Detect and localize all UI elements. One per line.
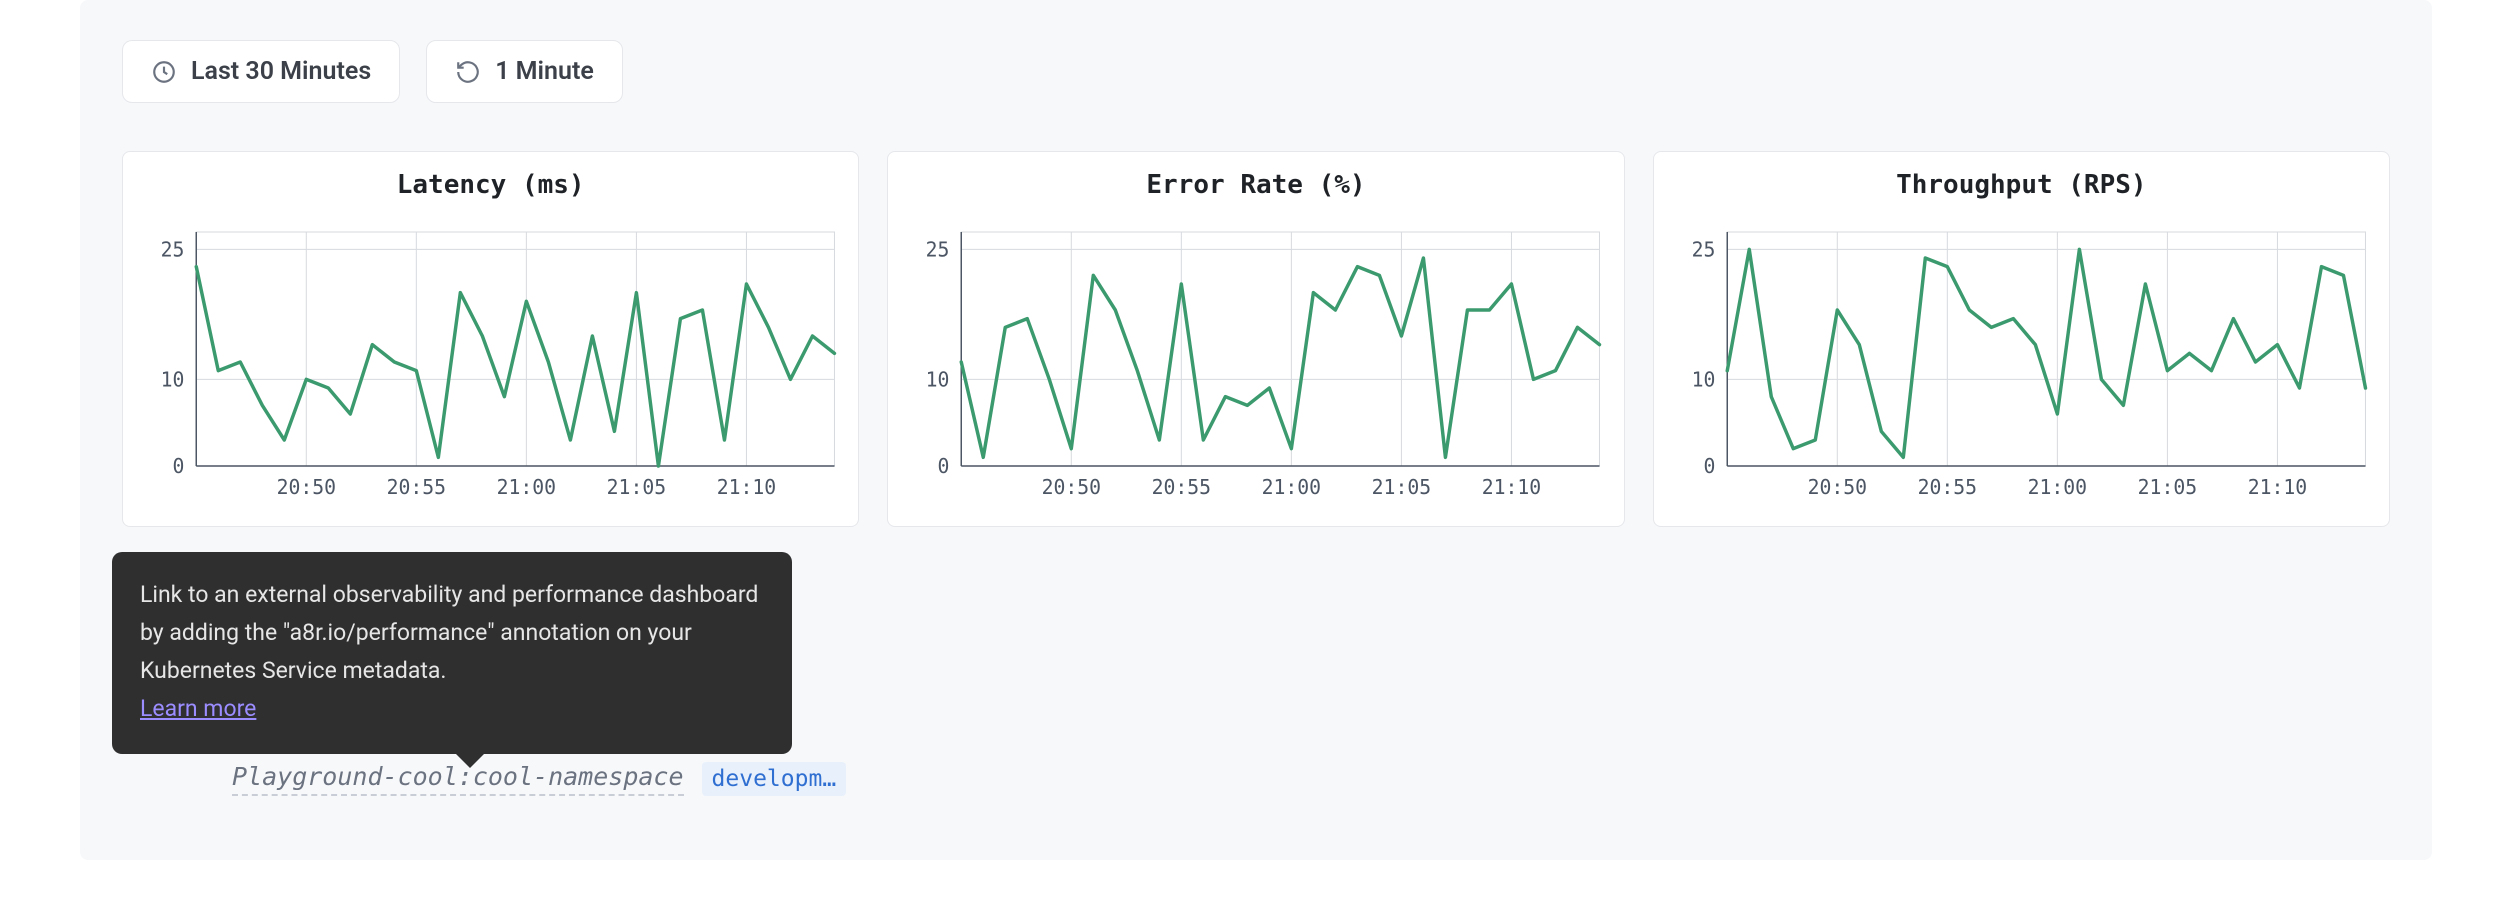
performance-tooltip: Link to an external observability and pe… [112,552,792,754]
svg-text:10: 10 [1691,368,1715,391]
svg-text:20:50: 20:50 [1042,476,1101,499]
svg-text:0: 0 [938,455,950,478]
chart-area: 0 10 25 20:50 20:55 21:00 21:05 21:10 [900,226,1611,506]
svg-text:21:10: 21:10 [1482,476,1541,499]
svg-text:20:50: 20:50 [1807,476,1866,499]
chart-row: Latency (ms) 0 10 25 20:50 20:55 21:00 21:05 21:… [122,151,2390,527]
time-controls: Last 30 Minutes 1 Minute [122,40,2390,103]
chart-area: 0 10 25 20:50 20:55 21:00 21:05 21:10 [1666,226,2377,506]
svg-text:21:10: 21:10 [717,476,776,499]
svg-text:21:05: 21:05 [2137,476,2196,499]
svg-text:10: 10 [926,368,950,391]
svg-text:0: 0 [173,455,185,478]
chart-title: Latency (ms) [135,170,846,200]
refresh-interval-label: 1 Minute [495,57,594,86]
svg-text:20:55: 20:55 [387,476,446,499]
svg-text:21:05: 21:05 [607,476,666,499]
refresh-interval-selector[interactable]: 1 Minute [426,40,623,103]
svg-text:25: 25 [926,238,950,261]
svg-text:21:05: 21:05 [1372,476,1431,499]
svg-text:10: 10 [161,368,185,391]
service-row: Playground-cool:cool-namespace developm… [232,762,846,796]
svg-text:0: 0 [1703,455,1715,478]
svg-text:21:00: 21:00 [497,476,556,499]
svg-text:21:00: 21:00 [1262,476,1321,499]
svg-text:25: 25 [161,238,185,261]
svg-text:20:55: 20:55 [1152,476,1211,499]
tooltip-learn-more-link[interactable]: Learn more [140,695,256,722]
svg-text:21:00: 21:00 [2027,476,2086,499]
time-range-selector[interactable]: Last 30 Minutes [122,40,400,103]
clock-icon [151,59,177,85]
refresh-icon [455,59,481,85]
chart-card-latency: Latency (ms) 0 10 25 20:50 20:55 21:00 21:05 21:… [122,151,859,527]
chart-title: Error Rate (%) [900,170,1611,200]
svg-text:25: 25 [1691,238,1715,261]
time-range-label: Last 30 Minutes [191,57,371,86]
svg-text:20:55: 20:55 [1917,476,1976,499]
chart-title: Throughput (RPS) [1666,170,2377,200]
svg-text:20:50: 20:50 [277,476,336,499]
tooltip-text: Link to an external observability and pe… [140,581,758,684]
dashboard-panel: Last 30 Minutes 1 Minute Latency (ms) 0 10… [80,0,2432,860]
svg-text:21:10: 21:10 [2247,476,2306,499]
chart-card-error_rate: Error Rate (%) 0 10 25 20:50 20:55 21:00 21:05 2… [887,151,1624,527]
chart-area: 0 10 25 20:50 20:55 21:00 21:05 21:10 [135,226,846,506]
chart-card-throughput: Throughput (RPS) 0 10 25 20:50 20:55 21:00 21:0… [1653,151,2390,527]
service-name[interactable]: Playground-cool:cool-namespace [232,762,684,796]
environment-badge[interactable]: developm… [702,762,847,796]
